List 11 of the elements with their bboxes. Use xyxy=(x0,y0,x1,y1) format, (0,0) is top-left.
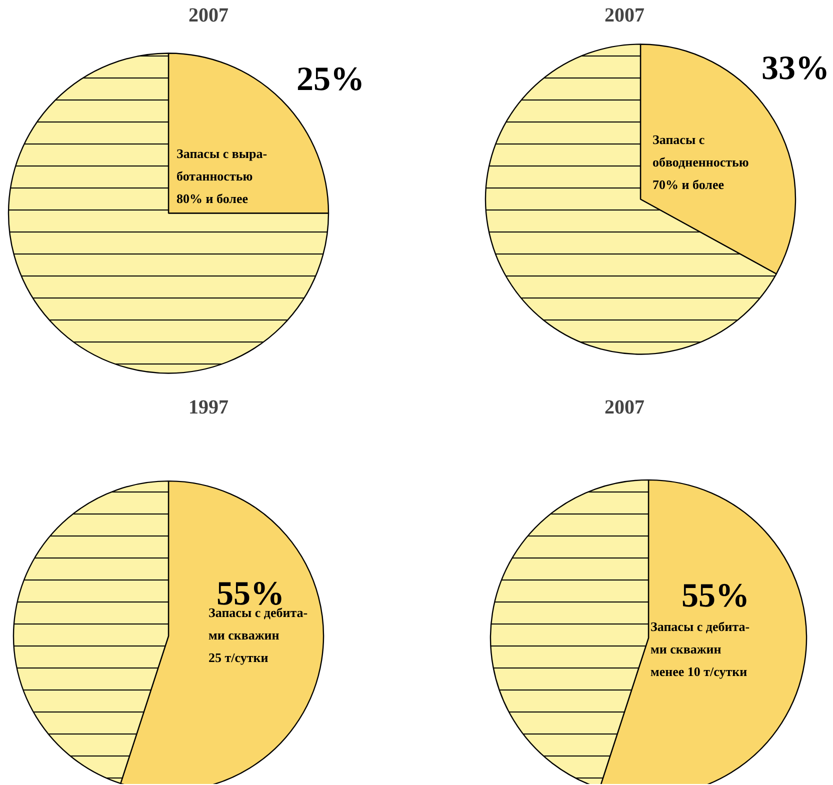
slice-label: Запасы с дебита- ми скважин 25 т/сутки xyxy=(208,605,308,666)
chart-title: 2007 xyxy=(604,4,644,26)
data-label: 33% xyxy=(762,50,830,88)
chart-title: 1997 xyxy=(188,396,228,418)
data-label: 55% xyxy=(682,577,750,614)
slice-label: Запасы с дебита- ми скважин менее 10 т/сутки xyxy=(650,619,750,680)
slice-label: Запасы с обводненностью 70% и более xyxy=(652,132,749,192)
chart-title: 2007 xyxy=(188,4,228,26)
slice-label: Запасы с выра- ботанностью 80% и более xyxy=(176,146,268,206)
chart-title: 2007 xyxy=(604,396,644,418)
data-label: 25% xyxy=(296,61,364,98)
